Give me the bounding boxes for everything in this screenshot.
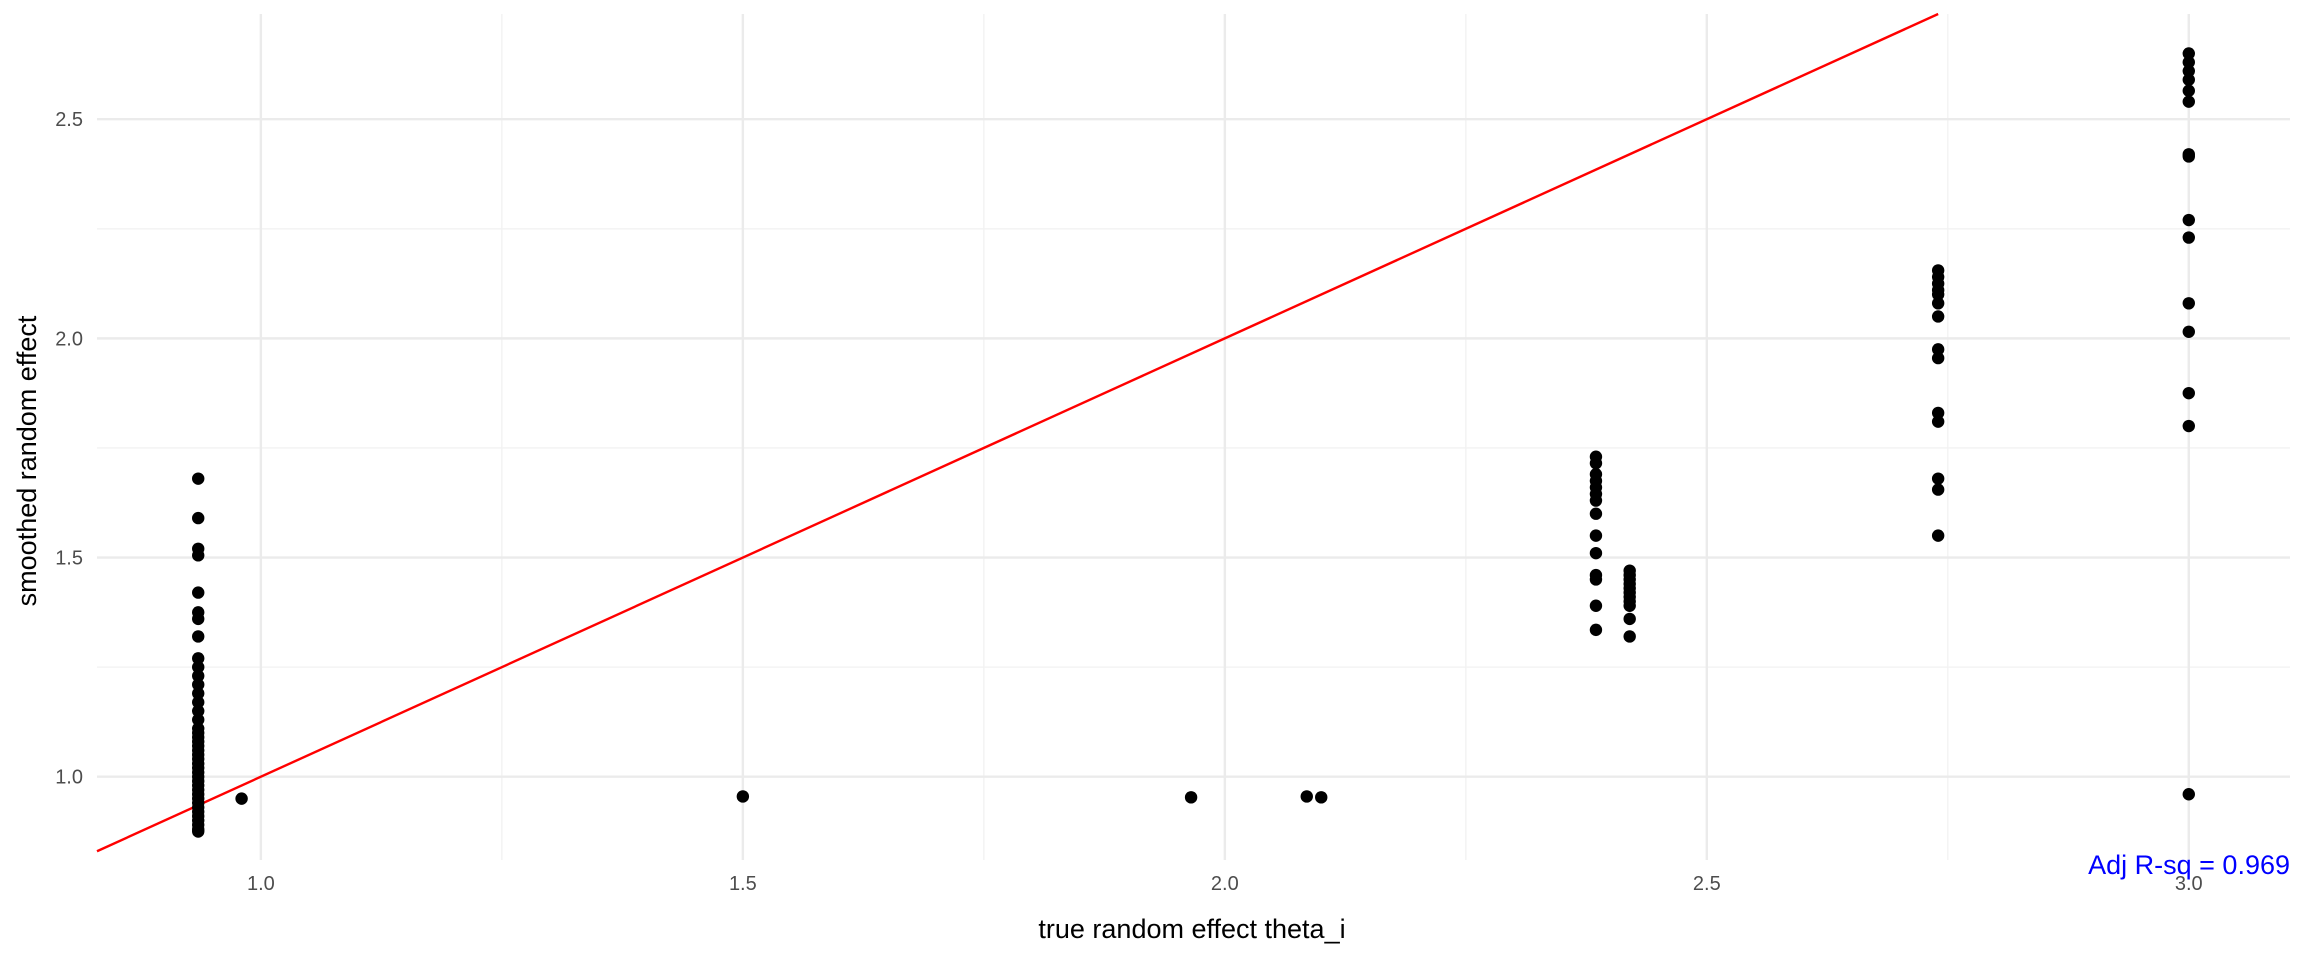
data-point [1589,623,1603,637]
data-point [1589,457,1603,470]
data-point [736,790,750,803]
data-point [1589,494,1603,507]
y-tick-label: 1.5 [55,548,83,570]
data-point [2182,84,2195,97]
data-point [1931,297,1945,310]
data-point [192,472,205,485]
data-point [1931,483,1945,496]
data-point [2182,95,2195,108]
data-point [2182,56,2195,69]
data-point [2182,64,2195,78]
y-tick-label: 2.0 [55,328,83,350]
data-point [1931,472,1945,485]
y-tick-label: 2.5 [55,109,83,131]
data-point [2182,213,2195,227]
data-point [1589,573,1603,586]
data-point [1931,529,1945,542]
data-point [192,660,205,674]
data-point [1623,612,1636,626]
x-axis-tick-labels: 1.0 1.5 2.0 2.5 3.0 [247,873,2203,895]
y-axis-tick-labels: 1.0 1.5 2.0 2.5 [55,109,83,789]
x-tick-label: 1.5 [729,873,757,895]
reference-line-layer [96,12,1939,853]
data-point [1931,351,1945,365]
data-point [1315,791,1328,804]
data-point [192,511,205,525]
minor-gridlines [97,14,2290,860]
data-point [2182,231,2195,244]
data-point [1931,406,1945,420]
data-point [1931,415,1945,428]
data-point [2182,788,2195,801]
adj-r-squared-annotation: Adj R-sq = 0.969 [2088,850,2290,880]
data-point [1931,343,1945,356]
data-point [1623,630,1636,643]
x-tick-label: 2.5 [1693,873,1721,895]
data-point [192,687,205,700]
data-point [192,695,205,709]
data-point [1589,546,1603,560]
data-point [1589,599,1603,612]
data-point [1931,288,1945,301]
y-axis-title: smoothed random effect [12,315,42,606]
data-point [1300,790,1313,803]
data-point [2182,150,2195,163]
data-point [192,669,205,683]
data-point [235,792,248,805]
data-point [192,713,205,726]
data-point [192,652,205,665]
data-point [192,825,205,838]
x-tick-label: 3.0 [2175,873,2203,895]
x-tick-label: 2.0 [1211,873,1239,895]
data-point [1623,599,1636,612]
data-point [1589,529,1603,542]
data-point [1931,310,1945,323]
data-point [2182,297,2195,310]
data-point [2182,419,2195,433]
identity-line [96,12,1939,853]
x-axis-title: true random effect theta_i [1038,914,1345,944]
data-point [2182,73,2195,86]
data-point [2182,325,2195,338]
data-point [2182,386,2195,400]
data-point [192,704,205,718]
data-point [192,586,205,599]
y-tick-label: 1.0 [55,767,83,789]
data-point [192,678,205,691]
data-point [2182,47,2195,60]
data-point [1589,507,1603,520]
data-points [192,47,2195,838]
data-point [192,612,205,626]
data-point [192,630,205,643]
data-point [1184,791,1198,804]
major-gridlines [97,14,2290,860]
x-tick-label: 1.0 [247,873,275,895]
data-point [192,549,205,562]
